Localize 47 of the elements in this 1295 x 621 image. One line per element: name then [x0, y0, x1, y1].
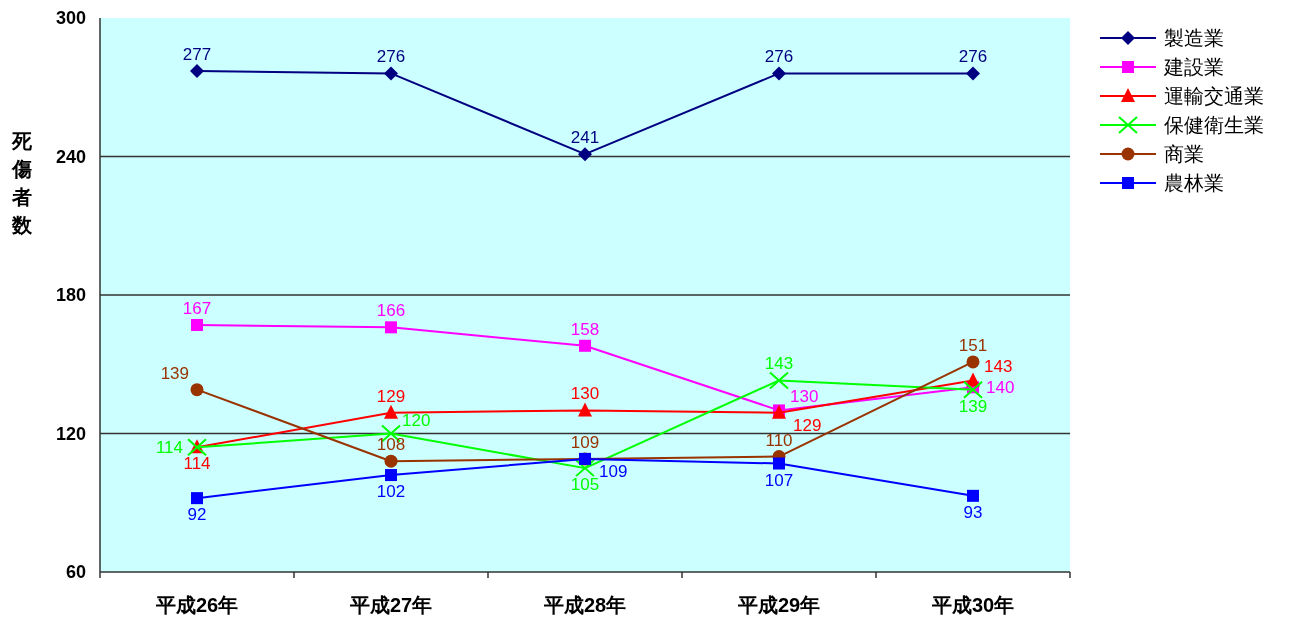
data-label: 129	[793, 415, 822, 435]
data-label: 139	[160, 363, 189, 383]
data-label: 109	[570, 432, 600, 452]
legend-label: 運輸交通業	[1164, 85, 1264, 107]
data-label: 108	[376, 435, 406, 455]
data-label: 109	[599, 461, 628, 481]
data-label: 120	[402, 410, 431, 430]
y-tick-label: 300	[55, 8, 86, 28]
y-tick-label: 180	[55, 285, 86, 305]
data-label: 92	[187, 505, 207, 525]
data-label: 277	[182, 45, 212, 65]
data-label: 110	[765, 430, 793, 450]
data-label: 107	[764, 470, 794, 490]
data-label: 241	[570, 128, 600, 148]
data-label: 93	[963, 502, 983, 522]
y-axis-title: 死傷者数	[11, 130, 33, 236]
data-label: 102	[376, 482, 406, 502]
data-label: 143	[764, 354, 794, 374]
data-label: 276	[764, 47, 794, 67]
x-tick-label: 平成28年	[542, 594, 627, 616]
legend-label: 農林業	[1164, 172, 1224, 194]
x-tick-label: 平成26年	[154, 594, 239, 616]
legend-label: 保健衛生業	[1164, 114, 1264, 136]
x-tick-label: 平成29年	[736, 594, 821, 616]
data-label: 130	[570, 384, 600, 404]
data-label: 143	[984, 357, 1013, 377]
data-label: 130	[790, 387, 819, 407]
data-label: 276	[958, 47, 988, 67]
data-label: 158	[570, 319, 600, 339]
legend-label: 製造業	[1164, 27, 1224, 49]
data-label: 114	[155, 438, 183, 458]
data-label: 140	[986, 378, 1015, 398]
data-label: 276	[376, 47, 406, 67]
data-label: 129	[376, 386, 406, 406]
data-label: 105	[570, 475, 600, 495]
data-label: 166	[376, 301, 406, 321]
legend-label: 建設業	[1163, 56, 1224, 78]
legend-label: 商業	[1164, 143, 1204, 165]
data-label: 114	[183, 454, 211, 474]
y-tick-label: 120	[55, 423, 86, 444]
x-tick-label: 平成30年	[930, 594, 1015, 616]
data-label: 139	[958, 396, 988, 416]
data-label: 167	[182, 299, 212, 319]
y-tick-label: 60	[65, 562, 86, 582]
data-label: 151	[958, 335, 988, 355]
y-tick-label: 240	[55, 146, 86, 167]
x-tick-label: 平成27年	[348, 594, 433, 616]
